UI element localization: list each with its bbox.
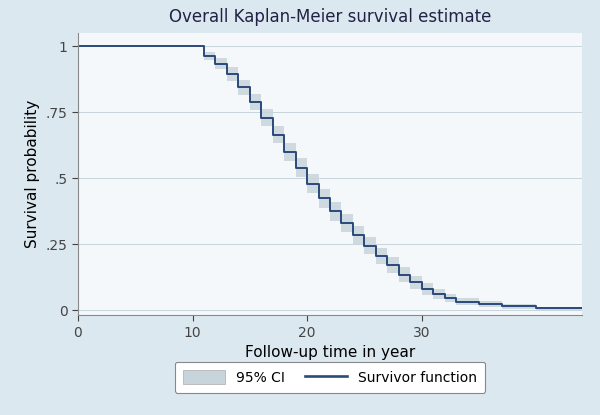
- Legend: 95% CI, Survivor function: 95% CI, Survivor function: [175, 361, 485, 393]
- X-axis label: Follow-up time in year: Follow-up time in year: [245, 345, 415, 360]
- Y-axis label: Survival probability: Survival probability: [25, 100, 40, 249]
- Title: Overall Kaplan-Meier survival estimate: Overall Kaplan-Meier survival estimate: [169, 8, 491, 26]
